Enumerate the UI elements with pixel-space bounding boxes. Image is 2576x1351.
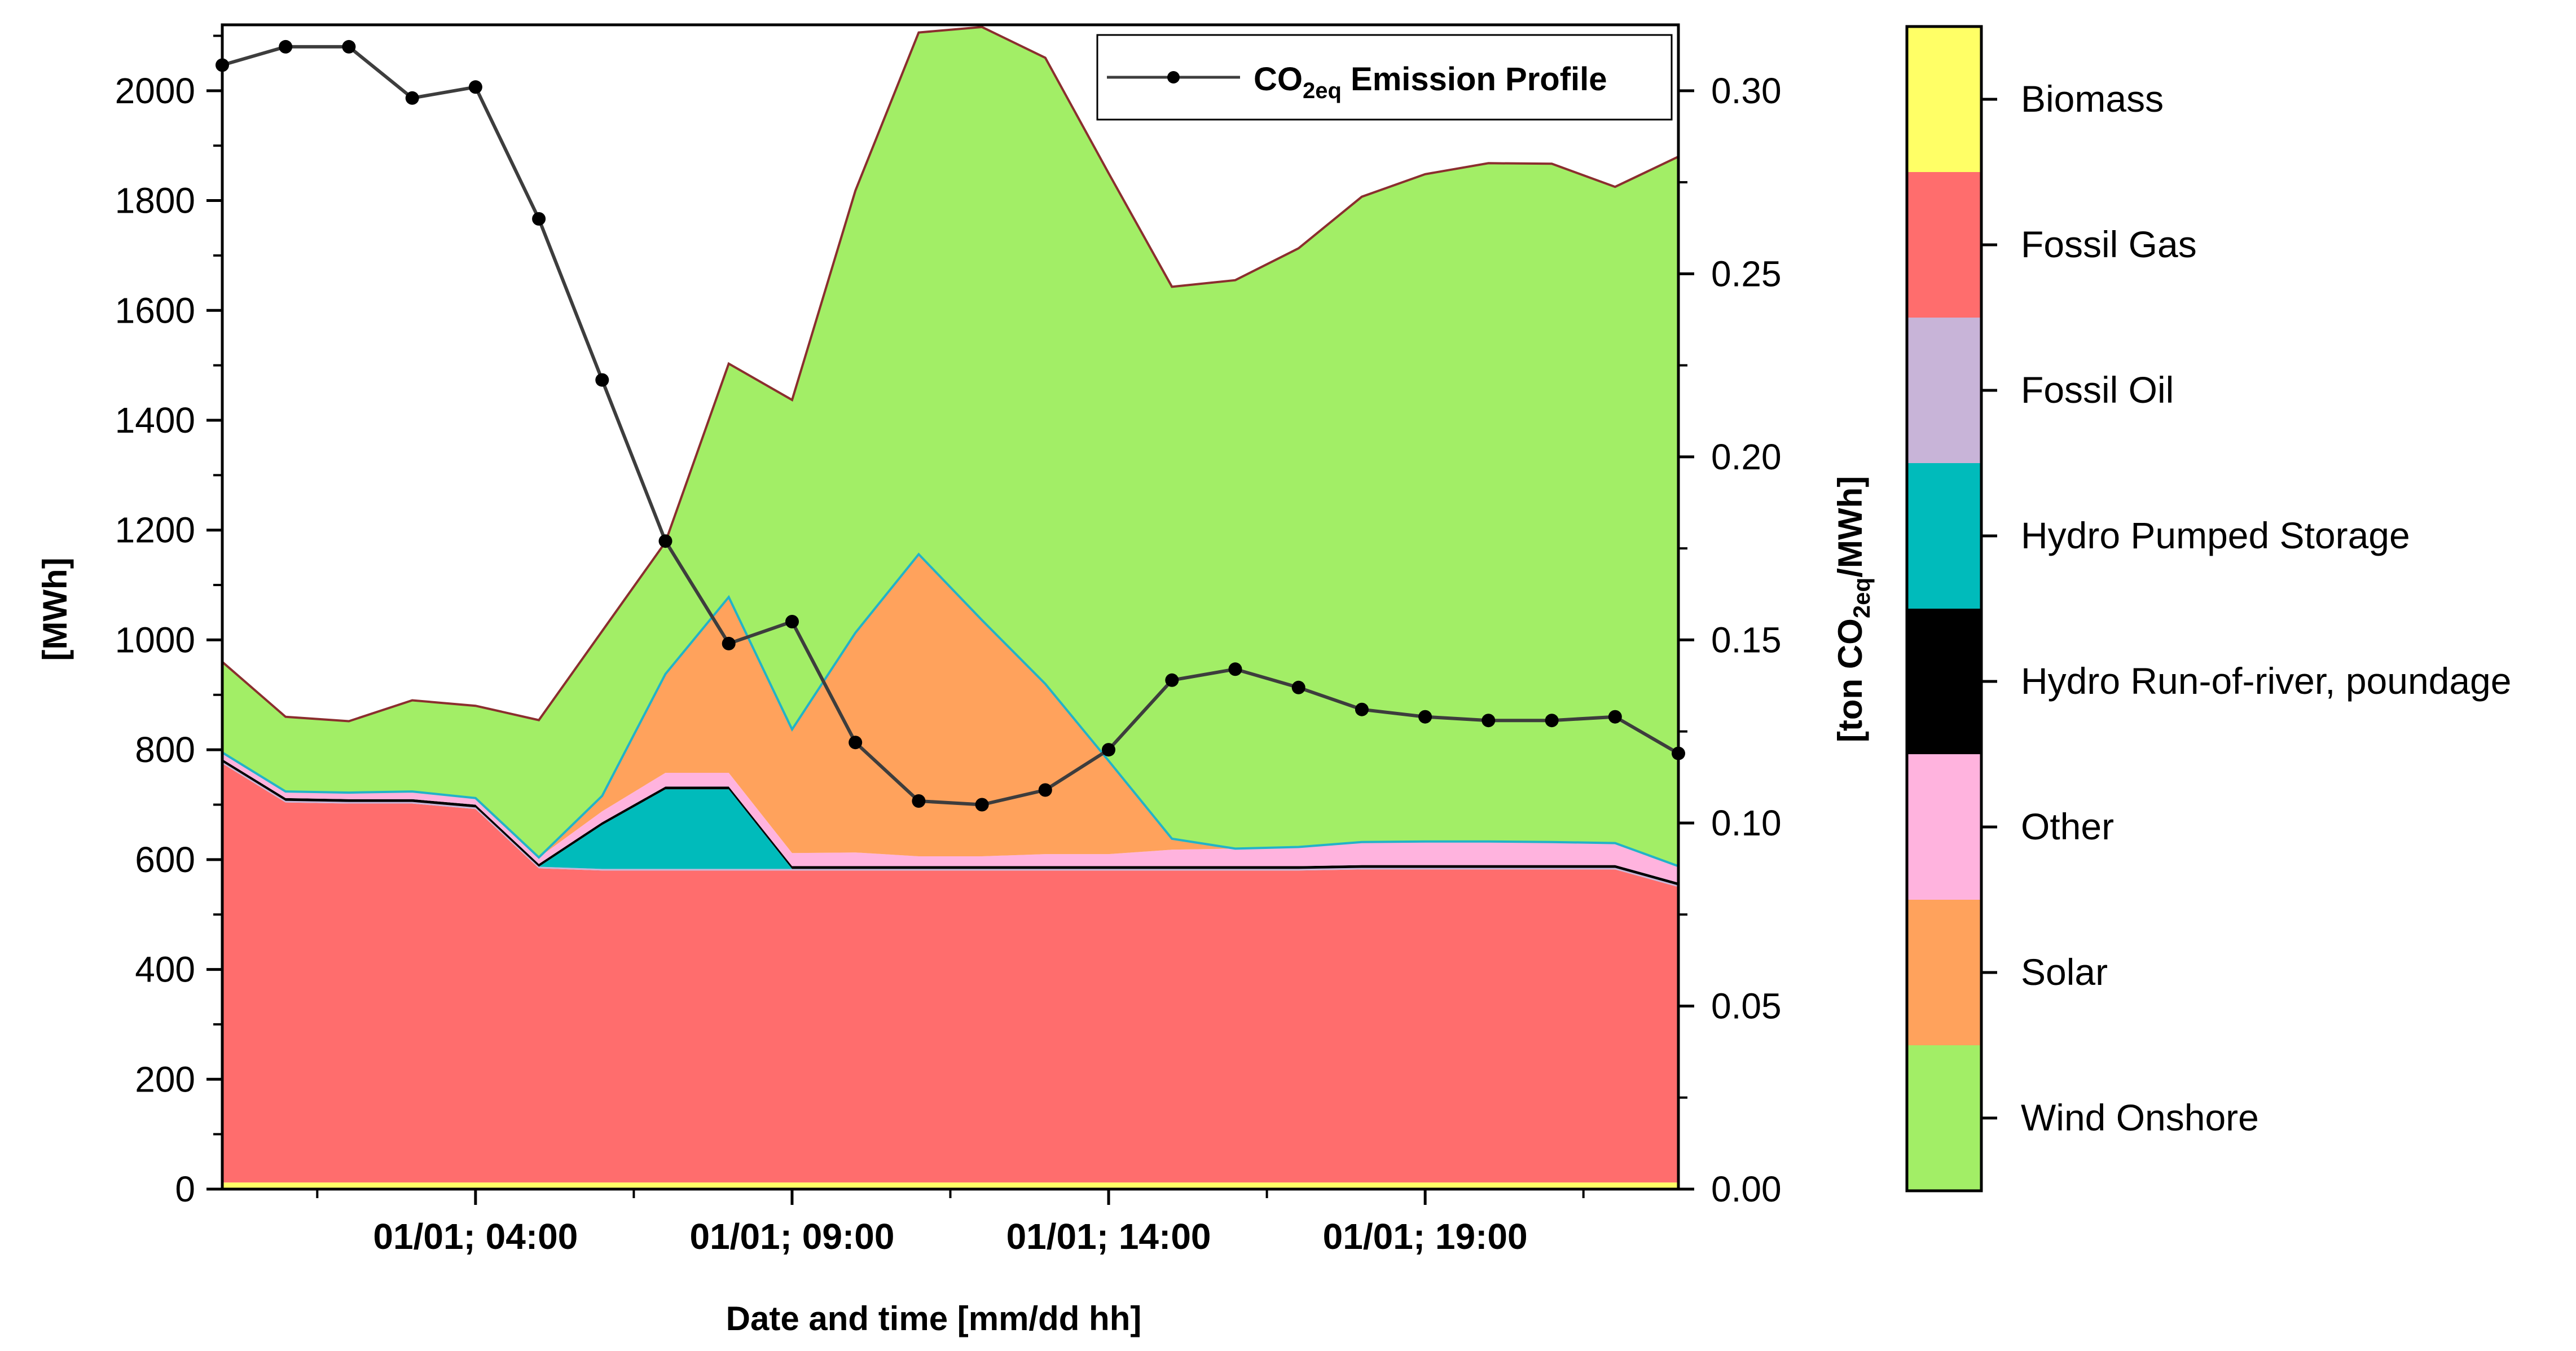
- emission-point: [595, 373, 609, 387]
- colorbar-swatch: [1907, 609, 1981, 754]
- x-tick-label: 01/01; 04:00: [373, 1216, 578, 1257]
- emission-point: [1165, 673, 1179, 687]
- area-edge-layer: [221, 25, 1679, 868]
- axes-layer: 0 200 400 600 800 1000 1200 1400 1600 1800 2000 0.0…: [115, 23, 1782, 1257]
- area-other: [222, 752, 1678, 883]
- y-left-tick-label: 2000: [115, 71, 195, 111]
- emission-point: [975, 798, 989, 812]
- y-left-tick-label: 200: [135, 1059, 195, 1099]
- emission-point: [1418, 710, 1432, 724]
- y-left-tick-label: 800: [135, 729, 195, 770]
- emission-legend-label-prefix: CO: [1254, 61, 1303, 98]
- emission-profile-layer: [216, 39, 1685, 812]
- total-top-edge: [221, 25, 1679, 723]
- emission-legend: CO2eq Emission Profile: [1096, 34, 1673, 121]
- stacked-area-layer: [222, 27, 1678, 1189]
- x-axis-title: Date and time [mm/dd hh]: [726, 1300, 1142, 1337]
- colorbar-label: Hydro Pumped Storage: [2021, 514, 2410, 556]
- emission-point: [1608, 710, 1622, 724]
- colorbar-label: Biomass: [2021, 78, 2164, 120]
- colorbar-swatch: [1907, 754, 1981, 900]
- y-right-tick-label: 0.05: [1711, 985, 1782, 1026]
- y-left-tick-label: 600: [135, 839, 195, 880]
- emission-legend-label: CO2eq Emission Profile: [1254, 61, 1607, 103]
- emission-point: [912, 794, 926, 808]
- y-right-tick-label: 0.25: [1711, 253, 1782, 294]
- colorbar-label: Wind Onshore: [2021, 1097, 2259, 1138]
- colorbar-swatch: [1907, 27, 1981, 172]
- emission-point: [1355, 702, 1369, 716]
- y-left-tick-label: 1400: [115, 400, 195, 441]
- y-axis-left-title: [MWh]: [36, 557, 74, 661]
- emission-point: [658, 534, 672, 548]
- y-left-tick-label: 0: [175, 1169, 195, 1209]
- colorbar-legend: Biomass Fossil Gas Fossil Oil Hydro Pumped …: [1905, 25, 2511, 1192]
- emission-point: [405, 91, 419, 105]
- y-axis-right-title: [ton CO2eq/MWh]: [1831, 476, 1875, 742]
- colorbar-swatch: [1907, 463, 1981, 609]
- colorbar-swatch: [1907, 172, 1981, 318]
- solar-top-edge: [221, 552, 1679, 868]
- x-tick-label: 01/01; 09:00: [689, 1216, 894, 1257]
- emission-point: [849, 736, 863, 750]
- emission-point: [1545, 714, 1559, 728]
- emission-point: [532, 212, 546, 226]
- emission-point: [785, 615, 799, 628]
- colorbar-label: Fossil Gas: [2021, 223, 2197, 265]
- emission-point: [342, 39, 356, 54]
- y-right-tick-label: 0.00: [1711, 1169, 1782, 1209]
- area-biomass: [222, 1182, 1678, 1189]
- emission-point: [1228, 662, 1242, 676]
- emission-legend-marker: [1167, 71, 1180, 83]
- y-left-tick-label: 1200: [115, 510, 195, 551]
- colorbar-swatch: [1907, 318, 1981, 463]
- colorbar-swatch: [1907, 1045, 1981, 1191]
- colorbar-label: Fossil Oil: [2021, 369, 2174, 411]
- emission-point: [722, 636, 736, 650]
- area-solar: [222, 554, 1678, 866]
- emission-legend-label-subscript: 2eq: [1303, 78, 1342, 103]
- area-fossil-gas: [222, 763, 1678, 1183]
- y-axis-right-title-suffix: /MWh]: [1831, 476, 1869, 578]
- y-right-tick-label: 0.15: [1711, 619, 1782, 660]
- emission-point: [1482, 714, 1496, 728]
- y-axis-right-title-subscript: 2eq: [1848, 578, 1875, 618]
- y-right-tick-label: 0.30: [1711, 71, 1782, 111]
- emission-point: [279, 39, 293, 54]
- emission-point: [1102, 743, 1115, 757]
- y-left-tick-label: 1800: [115, 181, 195, 221]
- y-left-tick-label: 400: [135, 949, 195, 990]
- emission-legend-label-suffix: Emission Profile: [1342, 61, 1607, 98]
- area-hydro-pumped-storage: [222, 762, 1678, 886]
- x-tick-label: 01/01; 19:00: [1323, 1216, 1528, 1257]
- y-right-tick-label: 0.10: [1711, 803, 1782, 843]
- colorbar-label: Other: [2021, 806, 2114, 847]
- colorbar-label: Solar: [2021, 951, 2108, 993]
- emission-profile-line: [222, 45, 1680, 807]
- emission-point: [1291, 680, 1305, 694]
- colorbar-swatch: [1907, 900, 1981, 1045]
- y-axis-right-title-prefix: [ton CO: [1831, 618, 1869, 742]
- y-right-tick-label: 0.20: [1711, 437, 1782, 477]
- colorbar-label: Hydro Run-of-river, poundage: [2021, 660, 2511, 702]
- y-left-tick-label: 1600: [115, 290, 195, 331]
- emission-point: [468, 80, 482, 94]
- x-tick-label: 01/01; 14:00: [1006, 1216, 1211, 1257]
- colorbar-frame: [1905, 25, 1983, 1192]
- y-left-tick-label: 1000: [115, 619, 195, 660]
- emission-point: [1038, 783, 1052, 797]
